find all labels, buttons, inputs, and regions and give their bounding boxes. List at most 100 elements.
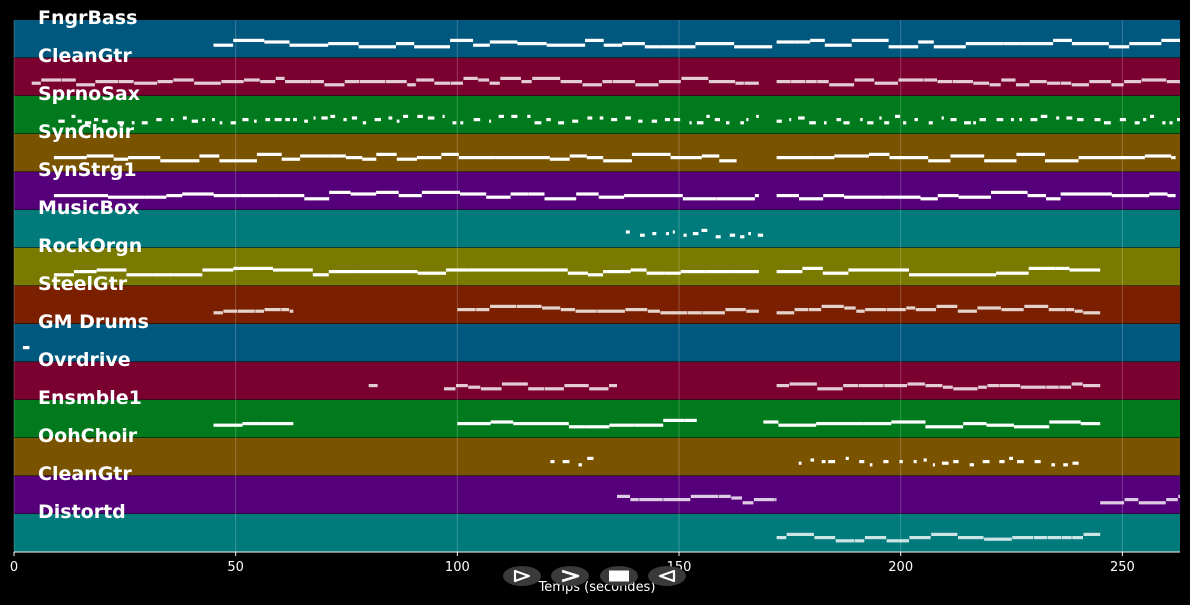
note — [696, 121, 704, 125]
note — [874, 81, 898, 85]
note — [1104, 121, 1111, 125]
note — [953, 387, 978, 391]
note — [690, 494, 718, 498]
note — [1169, 121, 1173, 125]
note — [914, 118, 918, 122]
note — [219, 159, 257, 163]
note — [845, 456, 849, 460]
note — [446, 268, 468, 272]
note — [312, 273, 329, 277]
note — [587, 116, 593, 120]
note — [567, 271, 588, 275]
note — [1020, 42, 1054, 46]
note — [731, 496, 742, 500]
note — [883, 195, 921, 199]
note — [560, 80, 582, 84]
track-lane — [14, 476, 1180, 514]
note — [834, 154, 869, 158]
note — [202, 118, 205, 122]
note — [442, 114, 445, 118]
note — [941, 273, 975, 277]
note — [889, 156, 929, 160]
note — [775, 498, 777, 502]
note — [598, 195, 625, 199]
note — [635, 83, 659, 87]
note — [1083, 311, 1101, 315]
note — [887, 308, 906, 312]
note — [310, 80, 324, 84]
note — [794, 40, 811, 44]
note — [776, 194, 799, 198]
note — [776, 40, 795, 44]
note — [359, 270, 378, 274]
note — [630, 498, 639, 502]
track-lane — [14, 172, 1180, 210]
note — [925, 384, 943, 388]
note — [1167, 194, 1176, 198]
note — [240, 194, 279, 198]
note — [1077, 118, 1084, 122]
note — [1045, 159, 1079, 163]
note — [984, 537, 1012, 541]
note — [344, 80, 360, 84]
note — [71, 114, 76, 118]
note — [407, 83, 416, 87]
note — [898, 78, 924, 82]
note — [982, 460, 990, 464]
note — [806, 80, 817, 84]
note — [984, 159, 1017, 163]
play-forward-button[interactable] — [503, 566, 541, 586]
x-tick-label: 0 — [9, 560, 19, 575]
stop-button[interactable] — [600, 566, 638, 586]
note — [923, 458, 927, 462]
note — [244, 78, 260, 82]
note — [599, 116, 604, 120]
note — [957, 309, 977, 313]
note — [798, 461, 802, 465]
note — [358, 45, 396, 49]
note — [417, 271, 447, 275]
note — [281, 308, 290, 312]
note — [1110, 156, 1145, 160]
note — [1053, 38, 1072, 42]
note — [586, 156, 604, 160]
note — [350, 192, 377, 196]
note — [854, 539, 865, 543]
note — [569, 154, 587, 158]
track-label: OohChoir — [38, 425, 138, 447]
play-backward-button[interactable] — [648, 566, 686, 586]
note — [289, 309, 294, 313]
note — [664, 271, 681, 275]
note — [345, 156, 363, 160]
note — [457, 422, 491, 426]
note — [701, 228, 708, 232]
fast-forward-button[interactable] — [551, 566, 589, 586]
note — [480, 387, 502, 391]
note — [536, 268, 568, 272]
note — [1083, 384, 1101, 388]
note — [630, 268, 647, 272]
note — [233, 38, 265, 42]
note — [735, 81, 744, 85]
note — [756, 114, 759, 118]
note — [117, 121, 125, 125]
note — [835, 539, 855, 543]
note — [585, 425, 610, 429]
note — [1141, 78, 1167, 82]
note — [498, 268, 537, 272]
note — [786, 532, 814, 536]
note — [396, 157, 417, 161]
note — [1177, 118, 1180, 122]
note — [613, 80, 635, 84]
note — [1009, 456, 1013, 460]
note — [746, 309, 759, 313]
track-lane — [14, 210, 1180, 248]
note — [941, 461, 949, 465]
note — [1048, 308, 1066, 312]
note — [906, 306, 916, 310]
note — [824, 43, 852, 47]
note — [502, 382, 528, 386]
note — [975, 273, 997, 277]
triangle-right-icon — [513, 569, 531, 583]
